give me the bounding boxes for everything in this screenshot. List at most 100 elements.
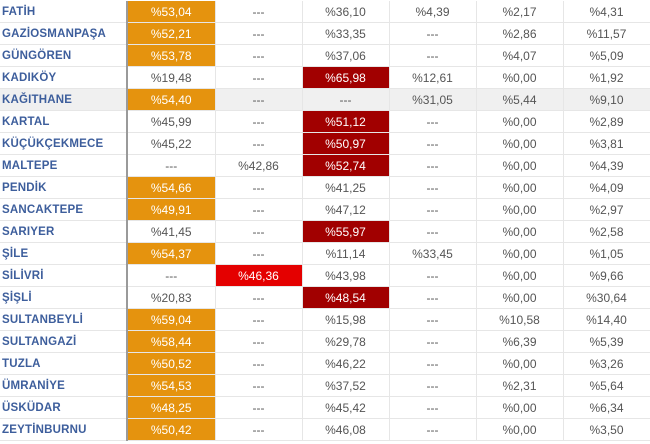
- vote-share-cell: %5,44: [476, 88, 564, 111]
- vote-share-cell: %41,45: [127, 220, 216, 243]
- vote-share-cell: %2,89: [563, 110, 650, 133]
- table-row[interactable]: GÜNGÖREN %53,78 --- %37,06 --- %4,07 %5,09: [0, 44, 650, 67]
- vote-share-cell: %2,17: [476, 1, 564, 23]
- vote-share-cell: ---: [215, 308, 303, 331]
- district-name-link[interactable]: ŞİŞLİ: [0, 286, 128, 309]
- vote-share-cell: ---: [215, 66, 303, 89]
- vote-share-cell: ---: [389, 154, 477, 177]
- vote-share-cell: ---: [302, 88, 390, 111]
- district-name-link[interactable]: SULTANBEYLİ: [0, 308, 128, 331]
- district-name-link[interactable]: ÜSKÜDAR: [0, 396, 128, 419]
- vote-share-cell: %2,97: [563, 198, 650, 221]
- table-row[interactable]: ÜSKÜDAR %48,25 --- %45,42 --- %0,00 %6,34: [0, 396, 650, 419]
- vote-share-cell: ---: [215, 198, 303, 221]
- vote-share-cell: ---: [389, 286, 477, 309]
- vote-share-cell: %52,21: [127, 22, 216, 45]
- district-name-link[interactable]: KADIKÖY: [0, 66, 128, 89]
- vote-share-cell: %12,61: [389, 66, 477, 89]
- table-row[interactable]: KARTAL %45,99 --- %51,12 --- %0,00 %2,89: [0, 110, 650, 133]
- vote-share-cell: %4,39: [389, 1, 477, 23]
- vote-share-cell: %46,22: [302, 352, 390, 375]
- district-name-link[interactable]: ŞİLE: [0, 242, 128, 265]
- vote-share-cell: ---: [215, 242, 303, 265]
- table-row[interactable]: TUZLA %50,52 --- %46,22 --- %0,00 %3,26: [0, 352, 650, 375]
- vote-share-cell: %33,45: [389, 242, 477, 265]
- district-name-link[interactable]: TUZLA: [0, 352, 128, 375]
- vote-share-cell: %0,00: [476, 264, 564, 287]
- vote-share-cell: %51,12: [302, 110, 390, 133]
- vote-share-cell: ---: [389, 22, 477, 45]
- vote-share-cell: %55,97: [302, 220, 390, 243]
- table-row[interactable]: KADIKÖY %19,48 --- %65,98 %12,61 %0,00 %1,92: [0, 66, 650, 89]
- vote-share-cell: %49,91: [127, 198, 216, 221]
- table-row[interactable]: PENDİK %54,66 --- %41,25 --- %0,00 %4,09: [0, 176, 650, 199]
- district-name-link[interactable]: FATİH: [0, 1, 128, 23]
- vote-share-cell: %19,48: [127, 66, 216, 89]
- vote-share-cell: %20,83: [127, 286, 216, 309]
- table-row[interactable]: SARIYER %41,45 --- %55,97 --- %0,00 %2,58: [0, 220, 650, 243]
- vote-share-cell: ---: [215, 330, 303, 353]
- table-row[interactable]: ÜMRANİYE %54,53 --- %37,52 --- %2,31 %5,64: [0, 374, 650, 397]
- table-row[interactable]: KÜÇÜKÇEKMECE %45,22 --- %50,97 --- %0,00 %3,81: [0, 132, 650, 155]
- vote-share-cell: ---: [215, 88, 303, 111]
- vote-share-cell: ---: [215, 418, 303, 441]
- table-row[interactable]: GAZİOSMANPAŞA %52,21 --- %33,35 --- %2,86 %11,…: [0, 22, 650, 45]
- vote-share-cell: %1,05: [563, 242, 650, 265]
- vote-share-cell: %46,08: [302, 418, 390, 441]
- vote-share-cell: %33,35: [302, 22, 390, 45]
- vote-share-cell: %1,92: [563, 66, 650, 89]
- vote-share-cell: ---: [389, 374, 477, 397]
- vote-share-cell: %9,10: [563, 88, 650, 111]
- vote-share-cell: %0,00: [476, 242, 564, 265]
- table-row[interactable]: KAĞITHANE %54,40 --- --- %31,05 %5,44 %9,10: [0, 88, 650, 111]
- table-row[interactable]: SANCAKTEPE %49,91 --- %47,12 --- %0,00 %2,97: [0, 198, 650, 221]
- vote-share-cell: ---: [127, 154, 216, 177]
- vote-share-cell: %5,39: [563, 330, 650, 353]
- district-name-link[interactable]: GAZİOSMANPAŞA: [0, 22, 128, 45]
- district-name-link[interactable]: PENDİK: [0, 176, 128, 199]
- vote-share-cell: %0,00: [476, 66, 564, 89]
- vote-share-cell: %43,98: [302, 264, 390, 287]
- vote-share-cell: %48,25: [127, 396, 216, 419]
- district-name-link[interactable]: MALTEPE: [0, 154, 128, 177]
- district-name-link[interactable]: KAĞITHANE: [0, 88, 128, 111]
- table-row[interactable]: ŞİLE %54,37 --- %11,14 %33,45 %0,00 %1,05: [0, 242, 650, 265]
- table-row[interactable]: ŞİŞLİ %20,83 --- %48,54 --- %0,00 %30,64: [0, 286, 650, 309]
- vote-share-cell: ---: [215, 132, 303, 155]
- district-name-link[interactable]: GÜNGÖREN: [0, 44, 128, 67]
- table-row[interactable]: ZEYTİNBURNU %50,42 --- %46,08 --- %0,00 %3,50: [0, 418, 650, 441]
- vote-share-cell: %54,53: [127, 374, 216, 397]
- table-row[interactable]: SİLİVRİ --- %46,36 %43,98 --- %0,00 %9,66: [0, 264, 650, 287]
- table-row[interactable]: SULTANGAZİ %58,44 --- %29,78 --- %6,39 %5,39: [0, 330, 650, 353]
- district-name-link[interactable]: SULTANGAZİ: [0, 330, 128, 353]
- vote-share-cell: ---: [389, 44, 477, 67]
- vote-share-cell: %4,39: [563, 154, 650, 177]
- vote-share-cell: %3,81: [563, 132, 650, 155]
- district-name-link[interactable]: ZEYTİNBURNU: [0, 418, 128, 441]
- vote-share-cell: %15,98: [302, 308, 390, 331]
- table-row[interactable]: MALTEPE --- %42,86 %52,74 --- %0,00 %4,39: [0, 154, 650, 177]
- vote-share-cell: %9,66: [563, 264, 650, 287]
- district-name-link[interactable]: ÜMRANİYE: [0, 374, 128, 397]
- table-row[interactable]: FATİH %53,04 --- %36,10 %4,39 %2,17 %4,31: [0, 1, 650, 23]
- vote-share-cell: %42,86: [215, 154, 303, 177]
- table-row[interactable]: SULTANBEYLİ %59,04 --- %15,98 --- %10,58 %14,4…: [0, 308, 650, 331]
- vote-share-cell: %58,44: [127, 330, 216, 353]
- district-name-link[interactable]: SİLİVRİ: [0, 264, 128, 287]
- district-name-link[interactable]: KÜÇÜKÇEKMECE: [0, 132, 128, 155]
- vote-share-cell: %65,98: [302, 66, 390, 89]
- vote-share-cell: ---: [215, 22, 303, 45]
- vote-share-cell: %37,06: [302, 44, 390, 67]
- vote-share-cell: %5,09: [563, 44, 650, 67]
- vote-share-cell: ---: [215, 352, 303, 375]
- vote-share-cell: %0,00: [476, 132, 564, 155]
- district-name-link[interactable]: SARIYER: [0, 220, 128, 243]
- vote-share-cell: %46,36: [215, 264, 303, 287]
- vote-share-cell: %3,50: [563, 418, 650, 441]
- district-name-link[interactable]: KARTAL: [0, 110, 128, 133]
- vote-share-cell: %0,00: [476, 154, 564, 177]
- vote-share-cell: ---: [215, 110, 303, 133]
- vote-share-cell: ---: [215, 374, 303, 397]
- district-name-link[interactable]: SANCAKTEPE: [0, 198, 128, 221]
